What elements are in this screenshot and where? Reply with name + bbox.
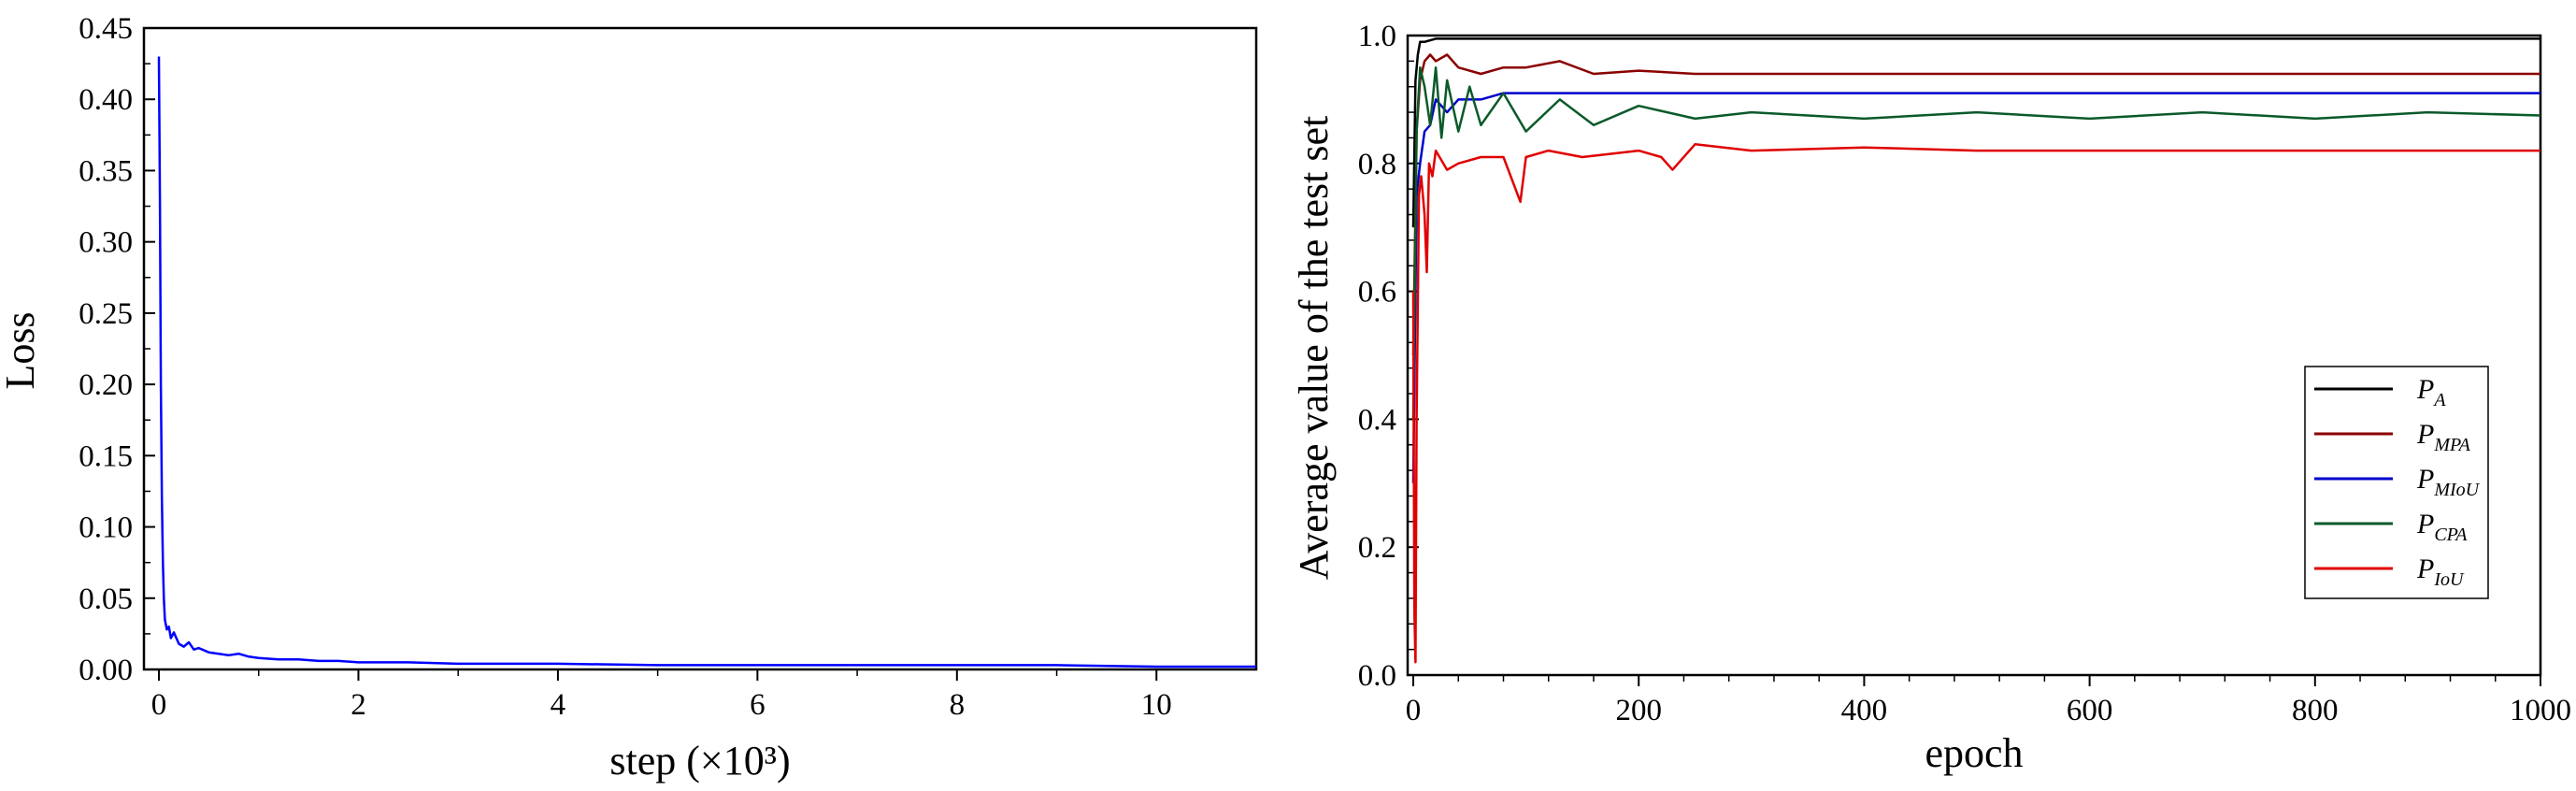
series-p-cpa xyxy=(1411,65,2541,420)
test-set-x-tick-label: 0 xyxy=(1406,694,1422,727)
test-set-series xyxy=(1411,37,2541,664)
test-set-y-tick-label: 0.8 xyxy=(1358,148,1396,181)
test-set-y-tick-label: 0.2 xyxy=(1358,531,1396,565)
legend-box xyxy=(2304,366,2489,599)
test-set-x-tick-label: 600 xyxy=(2067,694,2113,727)
loss-x-tick-label: 10 xyxy=(1141,688,1172,722)
test-set-plot-area xyxy=(1406,34,2542,677)
test-set-y-tick-label: 1.0 xyxy=(1358,20,1396,53)
loss-y-tick-label: 0.05 xyxy=(79,582,133,616)
loss-y-tick-label: 0.45 xyxy=(79,12,133,46)
loss-y-tick-label: 0.20 xyxy=(79,368,133,402)
loss-y-tick-label: 0.00 xyxy=(79,654,133,687)
loss-y-tick-label: 0.40 xyxy=(79,83,133,117)
series-p-a xyxy=(1411,37,2540,228)
loss-x-tick-label: 6 xyxy=(750,688,766,722)
test-set-x-tick-label: 400 xyxy=(1841,694,1888,727)
test-set-y-axis: 0.0 0.2 0.4 0.6 0.8 1.0 xyxy=(1358,20,1419,693)
loss-x-tick-label: 8 xyxy=(950,688,966,722)
test-set-y-tick-label: 0.4 xyxy=(1358,403,1396,437)
series-p-mpa xyxy=(1411,53,2540,356)
loss-series xyxy=(157,56,1256,669)
loss-y-axis: 0.00 0.05 0.10 0.15 0.20 0.25 0.30 0.35 0.40 0.45 xyxy=(79,12,155,687)
test-set-chart: 0.0 0.2 0.4 0.6 0.8 1.0 0 200 400 600 800 1000 Ave… xyxy=(1291,20,2571,776)
series-p-miou xyxy=(1411,92,2540,483)
loss-x-tick-label: 0 xyxy=(151,688,167,722)
loss-chart: 0.00 0.05 0.10 0.15 0.20 0.25 0.30 0.35 0.40 0.45… xyxy=(0,12,1258,784)
test-set-x-tick-label: 1000 xyxy=(2510,694,2571,727)
loss-x-axis-label: step (×10³) xyxy=(609,738,790,784)
test-set-x-axis-label: epoch xyxy=(1925,730,2023,776)
test-set-y-axis-label: Average value of the test set xyxy=(1291,116,1337,580)
loss-y-tick-label: 0.10 xyxy=(79,511,133,545)
loss-y-tick-label: 0.15 xyxy=(79,439,133,473)
loss-plot-area xyxy=(142,26,1258,671)
loss-series-line xyxy=(157,56,1256,669)
test-set-y-tick-label: 0.6 xyxy=(1358,276,1396,309)
loss-y-axis-label: Loss xyxy=(0,311,43,389)
loss-y-tick-label: 0.30 xyxy=(79,226,133,260)
loss-x-axis: 0 2 4 6 8 10 xyxy=(151,669,1172,722)
test-set-x-tick-label: 200 xyxy=(1615,694,1662,727)
test-set-y-tick-label: 0.0 xyxy=(1358,659,1396,693)
test-set-x-tick-label: 800 xyxy=(2292,694,2339,727)
loss-y-tick-label: 0.25 xyxy=(79,297,133,331)
test-set-x-axis: 0 200 400 600 800 1000 xyxy=(1406,675,2571,727)
loss-y-tick-label: 0.35 xyxy=(79,154,133,188)
loss-x-tick-label: 2 xyxy=(351,688,366,722)
loss-x-tick-label: 4 xyxy=(551,688,566,722)
series-p-iou xyxy=(1411,143,2540,664)
